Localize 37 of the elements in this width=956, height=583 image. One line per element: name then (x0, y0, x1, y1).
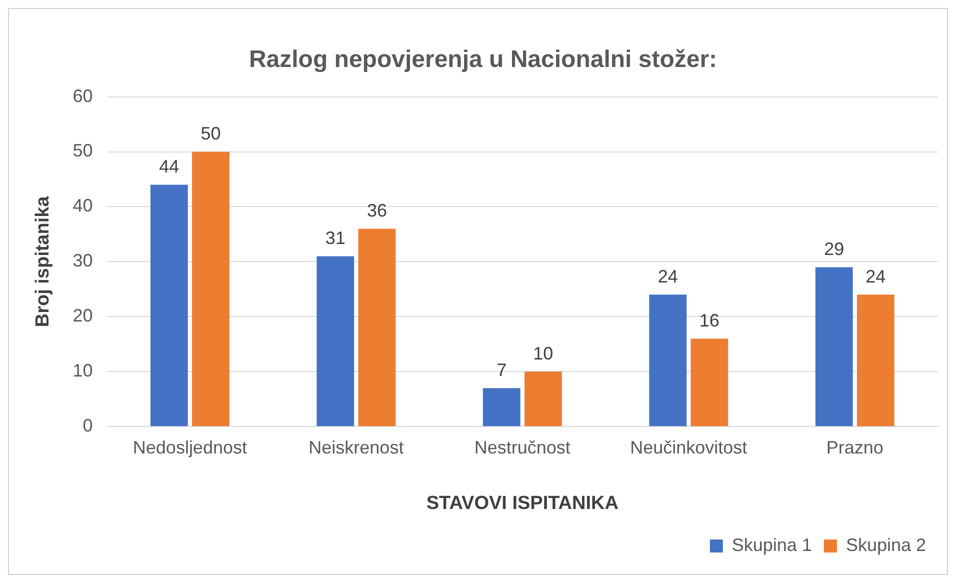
bar (856, 294, 894, 426)
y-tick-label: 0 (82, 416, 93, 436)
bar (316, 256, 354, 426)
bar (524, 372, 562, 426)
bar (150, 184, 188, 426)
y-tick-label: 50 (72, 140, 93, 161)
x-tick-label: Neiskrenost (308, 437, 404, 458)
bar (690, 338, 728, 426)
y-tick-label: 20 (72, 306, 93, 326)
data-label: 24 (658, 266, 678, 287)
data-label: 16 (699, 310, 720, 331)
data-label: 44 (159, 156, 180, 177)
data-label: 36 (366, 200, 387, 221)
legend-label: Skupina 1 (732, 534, 812, 555)
data-label: 10 (533, 344, 554, 364)
x-axis-title: STAVOVI ISPITANIKA (426, 492, 619, 514)
data-label: 50 (200, 124, 221, 144)
x-tick-label: Nestručnost (474, 437, 570, 458)
chart-title: Razlog nepovjerenja u Nacionalni stožer: (248, 46, 718, 74)
bar (649, 294, 687, 426)
data-label: 7 (496, 360, 507, 380)
x-tick-label: Prazno (826, 437, 884, 458)
bar (192, 152, 230, 426)
data-label: 24 (866, 266, 886, 287)
y-axis-title: Broj ispitanika (32, 196, 54, 328)
data-label: 31 (325, 228, 346, 248)
x-tick-label: Neučinkovitost (630, 437, 748, 458)
x-tick-label: Nedosljednost (132, 437, 247, 458)
y-tick-label: 60 (72, 86, 93, 106)
bar (815, 267, 853, 426)
y-tick-label: 30 (72, 250, 93, 271)
data-label: 29 (824, 239, 844, 260)
legend-label: Skupina 2 (846, 534, 926, 555)
y-tick-label: 40 (72, 196, 93, 216)
bar (482, 388, 520, 426)
y-tick-label: 10 (72, 360, 93, 381)
bar (358, 228, 396, 426)
